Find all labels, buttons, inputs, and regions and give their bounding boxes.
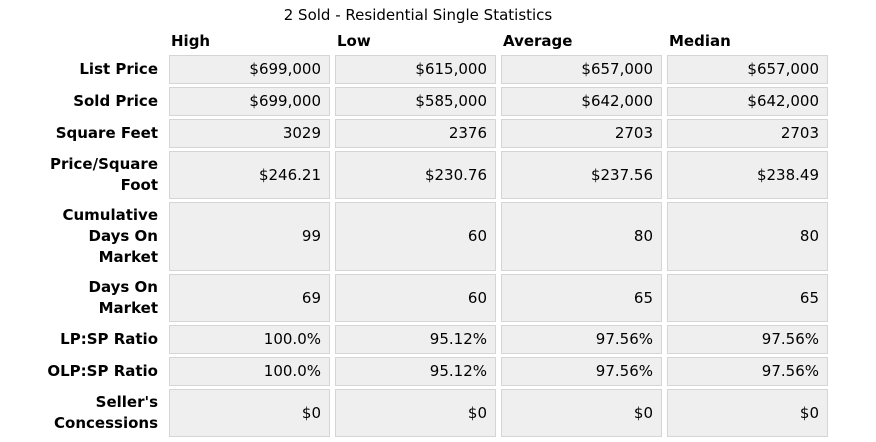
row-label: Sold Price <box>5 87 164 116</box>
value-cell: 100.0% <box>169 357 330 386</box>
table-row: Cumulative Days On Market 99 60 80 80 <box>5 202 828 271</box>
table-body: List Price $699,000 $615,000 $657,000 $657,0… <box>5 55 828 437</box>
value-cell: $657,000 <box>501 55 662 84</box>
table-row: Sold Price $699,000 $585,000 $642,000 $642,0… <box>5 87 828 116</box>
value-cell: $238.49 <box>667 151 828 199</box>
table-row: Seller's Concessions $0 $0 $0 $0 <box>5 389 828 437</box>
row-label-text: Price/Square Foot <box>50 155 158 194</box>
table-row: Square Feet 3029 2376 2703 2703 <box>5 119 828 148</box>
value-cell: $657,000 <box>667 55 828 84</box>
row-label: LP:SP Ratio <box>5 325 164 354</box>
row-label: Price/Square Foot <box>5 151 164 199</box>
table-row: List Price $699,000 $615,000 $657,000 $657,0… <box>5 55 828 84</box>
value-cell: 100.0% <box>169 325 330 354</box>
table-row: Days On Market 69 60 65 65 <box>5 274 828 322</box>
value-cell: 80 <box>501 202 662 271</box>
row-label-text: OLP:SP Ratio <box>47 362 158 380</box>
value-cell: $230.76 <box>335 151 496 199</box>
row-label-text: Seller's Concessions <box>54 393 158 432</box>
value-cell: $0 <box>335 389 496 437</box>
value-cell: 95.12% <box>335 357 496 386</box>
value-cell: $615,000 <box>335 55 496 84</box>
column-header-low: Low <box>337 32 371 50</box>
value-cell: 80 <box>667 202 828 271</box>
row-label-text: Sold Price <box>73 92 158 110</box>
row-label-text: Cumulative Days On Market <box>62 206 158 266</box>
stats-table: High Low Average Median List Price $699,000 $… <box>0 27 833 440</box>
header-row: High Low Average Median <box>5 30 828 52</box>
column-header-average: Average <box>503 32 573 50</box>
table-row: OLP:SP Ratio 100.0% 95.12% 97.56% 97.56% <box>5 357 828 386</box>
value-cell: 60 <box>335 202 496 271</box>
value-cell: $642,000 <box>667 87 828 116</box>
table-row: Price/Square Foot $246.21 $230.76 $237.56 $2… <box>5 151 828 199</box>
value-cell: 97.56% <box>501 357 662 386</box>
row-label: Cumulative Days On Market <box>5 202 164 271</box>
row-label: Seller's Concessions <box>5 389 164 437</box>
value-cell: 2376 <box>335 119 496 148</box>
value-cell: $0 <box>501 389 662 437</box>
column-header-median: Median <box>669 32 731 50</box>
page-title: 2 Sold - Residential Single Statistics <box>283 6 553 24</box>
row-label: Square Feet <box>5 119 164 148</box>
value-cell: $642,000 <box>501 87 662 116</box>
row-label-text: LP:SP Ratio <box>60 330 158 348</box>
row-label-text: Square Feet <box>55 124 158 142</box>
value-cell: 65 <box>667 274 828 322</box>
value-cell: 69 <box>169 274 330 322</box>
value-cell: $699,000 <box>169 55 330 84</box>
value-cell: 95.12% <box>335 325 496 354</box>
value-cell: 60 <box>335 274 496 322</box>
row-label-text: Days On Market <box>88 278 158 317</box>
value-cell: 97.56% <box>501 325 662 354</box>
table-row: LP:SP Ratio 100.0% 95.12% 97.56% 97.56% <box>5 325 828 354</box>
value-cell: 3029 <box>169 119 330 148</box>
value-cell: $246.21 <box>169 151 330 199</box>
row-label: OLP:SP Ratio <box>5 357 164 386</box>
row-label: Days On Market <box>5 274 164 322</box>
value-cell: $0 <box>169 389 330 437</box>
value-cell: 99 <box>169 202 330 271</box>
value-cell: 65 <box>501 274 662 322</box>
value-cell: $699,000 <box>169 87 330 116</box>
value-cell: $0 <box>667 389 828 437</box>
value-cell: 2703 <box>667 119 828 148</box>
corner-spacer <box>5 30 164 52</box>
value-cell: $585,000 <box>335 87 496 116</box>
row-label-text: List Price <box>79 60 158 78</box>
column-header-high: High <box>171 32 211 50</box>
value-cell: 2703 <box>501 119 662 148</box>
value-cell: $237.56 <box>501 151 662 199</box>
value-cell: 97.56% <box>667 325 828 354</box>
value-cell: 97.56% <box>667 357 828 386</box>
row-label: List Price <box>5 55 164 84</box>
